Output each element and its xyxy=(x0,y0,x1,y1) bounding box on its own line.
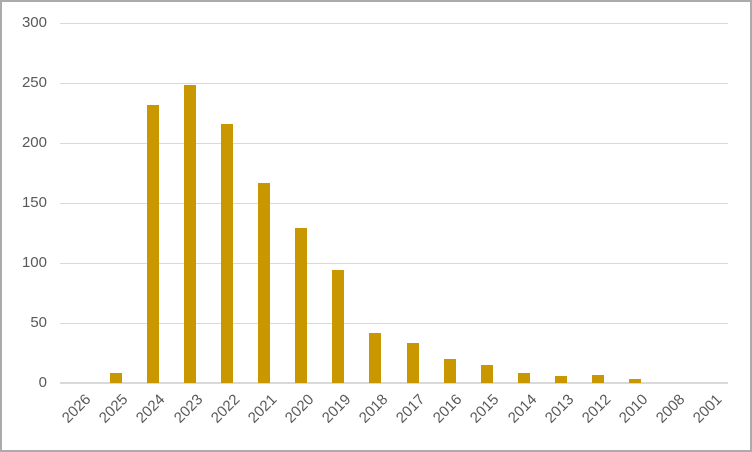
x-tick-label-2010: 2010 xyxy=(615,391,652,427)
x-tick-label-2013: 2013 xyxy=(541,391,578,427)
y-tick-label: 100 xyxy=(21,254,47,271)
y-tick-label: 200 xyxy=(21,134,47,151)
x-axis-line xyxy=(60,382,728,384)
bar-2021[interactable] xyxy=(258,182,271,383)
bar-2020[interactable] xyxy=(295,228,308,383)
bar-2010[interactable] xyxy=(629,379,642,383)
y-gridline xyxy=(60,263,728,264)
x-tick-label-2025: 2025 xyxy=(96,391,132,427)
bar-2022[interactable] xyxy=(221,123,233,383)
x-tick-label-2023: 2023 xyxy=(170,391,206,427)
x-tick-label-2020: 2020 xyxy=(281,391,318,427)
y-gridline xyxy=(60,23,728,24)
x-tick-label-2019: 2019 xyxy=(318,391,355,427)
y-tick-label: 250 xyxy=(21,74,47,91)
y-gridline xyxy=(60,203,728,204)
bar-2019[interactable] xyxy=(332,270,345,383)
bar-2014[interactable] xyxy=(517,373,530,383)
x-tick-label-2014: 2014 xyxy=(504,391,540,427)
x-tick-label-2016: 2016 xyxy=(430,391,466,427)
x-tick-label-2017: 2017 xyxy=(392,391,429,427)
x-tick-label-2001: 2001 xyxy=(689,391,726,427)
x-tick-label-2015: 2015 xyxy=(467,391,503,427)
bar-2012[interactable] xyxy=(592,374,605,383)
x-tick-label-2018: 2018 xyxy=(355,391,392,427)
y-gridline xyxy=(60,143,728,144)
x-tick-label-2021: 2021 xyxy=(244,391,281,427)
y-tick-label: 50 xyxy=(30,314,47,331)
bar-2023[interactable] xyxy=(183,85,196,383)
bar-2016[interactable] xyxy=(443,359,456,383)
bar-2015[interactable] xyxy=(480,365,493,383)
x-tick-label-2022: 2022 xyxy=(207,391,244,427)
bar-2017[interactable] xyxy=(406,343,419,383)
y-tick-label: 0 xyxy=(38,374,47,391)
x-tick-label-2026: 2026 xyxy=(58,391,95,427)
bar-2018[interactable] xyxy=(369,332,382,383)
y-gridline xyxy=(60,323,728,324)
y-tick-label: 150 xyxy=(21,194,47,211)
x-tick-label-2024: 2024 xyxy=(133,391,169,427)
x-tick-label-2012: 2012 xyxy=(578,391,615,427)
y-tick-label: 300 xyxy=(21,14,47,31)
x-tick-label-2008: 2008 xyxy=(652,391,689,427)
bar-2013[interactable] xyxy=(555,375,567,383)
bar-2024[interactable] xyxy=(146,104,159,383)
bar-2025[interactable] xyxy=(109,373,122,383)
y-gridline xyxy=(60,83,728,84)
